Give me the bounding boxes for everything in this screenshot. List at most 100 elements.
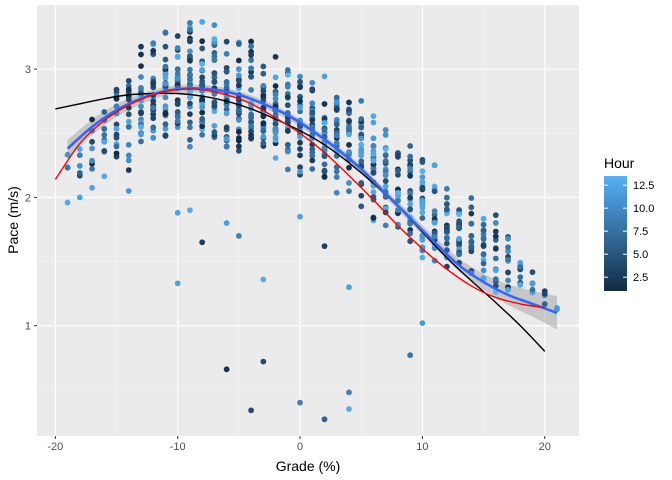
data-point xyxy=(443,201,450,208)
data-point xyxy=(456,224,462,230)
data-point xyxy=(174,45,181,51)
data-point xyxy=(297,399,303,406)
data-point xyxy=(370,142,377,149)
data-point xyxy=(468,248,475,255)
data-point xyxy=(272,155,279,161)
data-point xyxy=(297,152,303,159)
data-point xyxy=(150,81,157,87)
x-axis-title: Grade (%) xyxy=(276,458,341,474)
data-point xyxy=(125,123,132,130)
data-point xyxy=(174,33,181,39)
data-point xyxy=(407,206,414,213)
data-point xyxy=(333,121,340,128)
data-point xyxy=(346,188,352,195)
data-point xyxy=(138,131,144,138)
data-point xyxy=(162,133,169,139)
data-point xyxy=(554,305,560,311)
data-point xyxy=(89,184,95,191)
data-point xyxy=(407,194,414,201)
data-point xyxy=(382,222,389,229)
data-point xyxy=(64,199,71,206)
data-point xyxy=(370,157,377,164)
data-point xyxy=(333,106,340,113)
data-point xyxy=(260,140,267,147)
data-point xyxy=(480,235,487,242)
data-point xyxy=(223,220,230,226)
data-point xyxy=(199,66,206,73)
data-point xyxy=(333,116,340,123)
data-point xyxy=(138,124,144,130)
data-point xyxy=(358,97,365,104)
data-point xyxy=(174,54,181,60)
data-point xyxy=(272,120,279,127)
data-point xyxy=(505,248,511,255)
data-point xyxy=(260,358,267,365)
data-point xyxy=(468,210,475,217)
data-point xyxy=(431,162,438,169)
data-point xyxy=(382,168,389,175)
data-point xyxy=(480,227,487,234)
data-point xyxy=(138,103,144,110)
data-point xyxy=(431,208,438,215)
data-point xyxy=(162,111,169,117)
data-point xyxy=(419,209,426,216)
data-point xyxy=(419,184,426,191)
data-point xyxy=(211,70,218,76)
legend-title: Hour xyxy=(604,155,635,171)
data-point xyxy=(272,125,279,132)
data-point xyxy=(309,157,316,164)
data-point xyxy=(125,157,132,164)
data-point xyxy=(321,167,328,174)
data-point xyxy=(125,111,132,118)
data-point xyxy=(431,257,438,264)
data-point xyxy=(297,213,303,220)
x-tick-label: -10 xyxy=(170,441,186,453)
data-point xyxy=(333,189,340,196)
x-axis: -20 -10 0 10 20 xyxy=(47,436,551,453)
data-point xyxy=(443,240,450,247)
data-point xyxy=(370,113,377,120)
data-point xyxy=(529,269,536,276)
data-point xyxy=(187,66,193,73)
data-point xyxy=(113,125,120,132)
data-point xyxy=(199,123,206,130)
data-point xyxy=(456,218,462,225)
data-point xyxy=(468,238,475,245)
data-point xyxy=(150,111,157,118)
data-point xyxy=(284,81,291,88)
data-point xyxy=(125,77,132,84)
data-point xyxy=(125,118,132,125)
data-point xyxy=(382,127,389,133)
data-point xyxy=(235,117,242,123)
data-point xyxy=(150,98,157,104)
data-point xyxy=(431,219,438,226)
legend-tick-label: 5.0 xyxy=(633,249,648,261)
data-point xyxy=(150,47,157,54)
x-tick-label: 20 xyxy=(539,441,551,453)
data-point xyxy=(382,178,389,184)
data-point xyxy=(162,71,169,78)
data-point xyxy=(456,211,462,218)
data-point xyxy=(211,78,218,85)
data-point xyxy=(309,116,316,123)
data-point xyxy=(358,135,365,142)
data-point xyxy=(382,158,389,165)
data-point xyxy=(101,132,108,138)
data-point xyxy=(468,244,475,251)
y-axis-title: Pace (m/s) xyxy=(5,186,21,254)
data-point xyxy=(235,108,242,114)
data-point xyxy=(76,169,83,176)
data-point xyxy=(187,19,193,26)
data-point xyxy=(138,138,144,145)
data-point xyxy=(235,66,242,73)
data-point xyxy=(113,121,120,128)
data-point xyxy=(480,221,487,228)
data-point xyxy=(187,48,193,55)
data-point xyxy=(407,165,414,172)
data-point xyxy=(492,228,499,235)
data-point xyxy=(174,100,181,107)
data-point xyxy=(395,189,401,196)
data-point xyxy=(382,172,389,179)
data-point xyxy=(370,119,377,126)
